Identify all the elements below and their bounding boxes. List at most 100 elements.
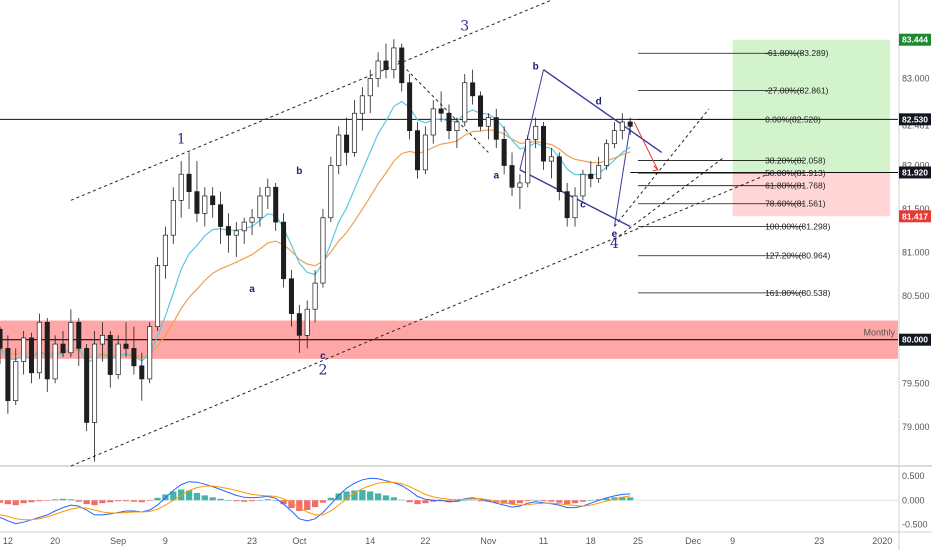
macd-tick-label: 0.000 bbox=[902, 495, 925, 505]
macd-bar bbox=[406, 500, 413, 503]
macd-bar bbox=[367, 491, 374, 501]
macd-bar bbox=[359, 490, 366, 501]
wave-label: 3 bbox=[460, 18, 469, 34]
candle-body bbox=[509, 165, 515, 188]
wave-label: b bbox=[296, 166, 302, 177]
macd-bar bbox=[36, 500, 43, 502]
macd-bar bbox=[564, 500, 571, 505]
macd-bar bbox=[272, 500, 279, 501]
macd-bar bbox=[20, 500, 27, 504]
candle-body bbox=[446, 112, 452, 132]
candle-body bbox=[28, 337, 35, 374]
time-tick-label: 14 bbox=[365, 536, 375, 546]
candle-body bbox=[52, 343, 58, 380]
price-badge bbox=[899, 33, 931, 46]
macd-bar bbox=[99, 500, 106, 504]
macd-bar bbox=[343, 491, 350, 501]
price-badge bbox=[899, 210, 931, 223]
candle-body bbox=[131, 348, 137, 367]
macd-bar bbox=[264, 499, 271, 501]
target-zone bbox=[732, 39, 891, 173]
candle-body bbox=[288, 278, 294, 314]
macd-bar bbox=[469, 499, 476, 501]
candle-body bbox=[155, 265, 161, 327]
macd-bar bbox=[201, 495, 208, 501]
price-badge bbox=[899, 113, 931, 126]
macd-bar bbox=[398, 499, 405, 501]
macd-bar bbox=[91, 500, 98, 506]
wave5-channel-lower bbox=[614, 156, 726, 240]
macd-bar bbox=[115, 500, 122, 502]
fib-label: 100.00%(81.298) bbox=[765, 222, 830, 232]
candle-body bbox=[123, 343, 129, 349]
candle-body bbox=[541, 125, 547, 162]
candles-group bbox=[0, 39, 633, 462]
wave-label: 4 bbox=[610, 236, 619, 252]
candle-body bbox=[422, 134, 428, 171]
candle-body bbox=[430, 108, 436, 136]
macd-bar bbox=[556, 500, 563, 503]
triangle-upper-line bbox=[543, 69, 663, 154]
time-tick-label: 18 bbox=[586, 536, 596, 546]
wave5-channel-upper bbox=[614, 108, 710, 227]
macd-bar bbox=[461, 500, 468, 501]
macd-bar bbox=[540, 500, 547, 502]
time-tick-label: Nov bbox=[480, 536, 497, 546]
macd-bar bbox=[51, 499, 59, 501]
candle-body bbox=[580, 173, 586, 197]
macd-bar bbox=[185, 490, 193, 501]
time-tick-label: 25 bbox=[633, 536, 643, 546]
macd-bar bbox=[304, 500, 311, 511]
stop-zone bbox=[732, 172, 891, 217]
macd-bar bbox=[524, 500, 531, 502]
candle-body bbox=[147, 326, 153, 380]
fib-label: 78.60%(81.561) bbox=[765, 199, 826, 209]
macd-bar bbox=[619, 496, 626, 501]
macd-bar bbox=[280, 500, 287, 505]
macd-bar bbox=[130, 500, 138, 502]
macd-bar bbox=[241, 500, 248, 502]
candle-body bbox=[241, 221, 247, 232]
fib-label: 161.80%(80.538) bbox=[765, 288, 830, 298]
time-tick-label: 23 bbox=[814, 536, 824, 546]
macd-bar bbox=[579, 500, 587, 502]
candle-body bbox=[438, 108, 444, 114]
macd-bar bbox=[67, 499, 75, 501]
macd-bar bbox=[154, 497, 161, 501]
candle-body bbox=[13, 361, 19, 402]
candle-body bbox=[304, 308, 310, 336]
price-tick-label: 79.500 bbox=[902, 378, 930, 388]
macd-bar bbox=[83, 500, 90, 505]
macd-bar bbox=[225, 500, 232, 501]
price-badge bbox=[899, 166, 931, 179]
macd-bar bbox=[327, 497, 334, 501]
price-tick-label: 81.500 bbox=[902, 204, 930, 214]
macd-bar bbox=[28, 500, 35, 503]
macd-bar bbox=[548, 500, 555, 502]
candle-body bbox=[454, 121, 460, 132]
candle-body bbox=[170, 199, 176, 236]
candle-body bbox=[273, 186, 279, 223]
time-tick-label: 22 bbox=[420, 536, 430, 546]
macd-bar bbox=[390, 497, 398, 501]
candle-body bbox=[99, 334, 105, 345]
macd-bar bbox=[508, 500, 516, 505]
candle-body bbox=[588, 173, 594, 179]
candle-body bbox=[493, 117, 499, 140]
time-tick-label: Oct bbox=[292, 536, 307, 546]
macd-tick-label: -0.500 bbox=[902, 520, 928, 530]
macd-bar bbox=[500, 500, 508, 504]
macd-bar bbox=[351, 490, 358, 501]
price-badge bbox=[899, 333, 931, 346]
candle-body bbox=[225, 226, 231, 236]
candle-body bbox=[470, 82, 476, 97]
time-tick-label: Sep bbox=[110, 536, 126, 546]
projection-arrow bbox=[633, 121, 659, 171]
candle-body bbox=[596, 165, 602, 179]
macd-bar bbox=[627, 497, 634, 501]
candle-body bbox=[611, 130, 617, 145]
fib-label: 50.00%(81.913) bbox=[765, 168, 826, 178]
wave-label: 2 bbox=[319, 363, 328, 379]
